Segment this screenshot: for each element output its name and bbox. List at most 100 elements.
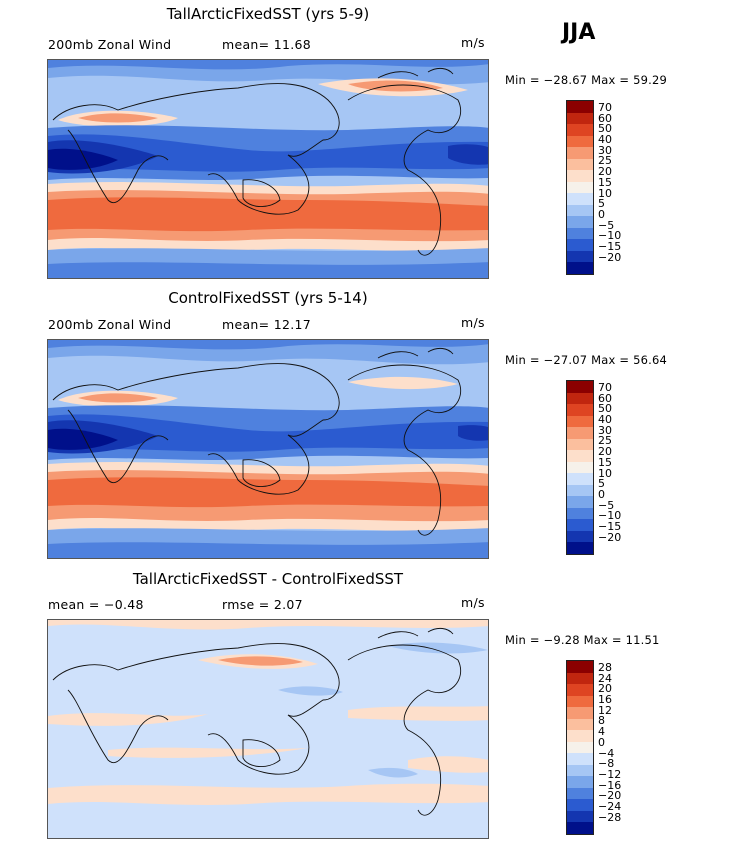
colorbar-tick-label: 25 xyxy=(598,154,612,168)
colorbar-swatch xyxy=(567,484,593,496)
panel2-mean: mean= 12.17 xyxy=(222,317,311,332)
panel2-title: ControlFixedSST (yrs 5-14) xyxy=(168,289,368,307)
panel2-minmax: Min = −27.07 Max = 56.64 xyxy=(505,353,668,367)
colorbar-tick-label: −10 xyxy=(598,229,622,243)
colorbar-swatch xyxy=(567,170,593,182)
colorbar-tick-label: −16 xyxy=(598,778,622,792)
colorbar-tick-label: 8 xyxy=(598,714,605,728)
colorbar-tick-label: 20 xyxy=(598,165,612,179)
colorbar-swatch xyxy=(567,239,593,251)
colorbar-tick-label: 24 xyxy=(598,671,612,685)
colorbar-tick-label: −12 xyxy=(598,767,622,781)
colorbar-tick-label: 70 xyxy=(598,101,612,114)
colorbar-swatch xyxy=(567,672,593,684)
colorbar-tick-label: 4 xyxy=(598,725,605,739)
colorbar-tick-label: 28 xyxy=(598,661,612,674)
colorbar-tick-label: 40 xyxy=(598,413,612,427)
colorbar-swatch xyxy=(567,158,593,170)
colorbar-swatch xyxy=(567,473,593,485)
colorbar-swatch xyxy=(567,427,593,439)
colorbar-tick-label: −24 xyxy=(598,799,622,813)
colorbar-tick-label: 50 xyxy=(598,402,612,416)
panel3-map xyxy=(47,619,489,839)
panel3-title: TallArcticFixedSST - ControlFixedSST xyxy=(132,570,404,588)
colorbar-swatch xyxy=(567,764,593,776)
panel1-colorbar xyxy=(566,100,594,275)
panel2-colorbar-labels: 70 60 50 40 30 25 20 15 10 5 0 −5 −10 −15 −20 xyxy=(598,381,622,543)
colorbar-tick-label: 5 xyxy=(598,197,605,211)
colorbar-swatch xyxy=(567,822,593,834)
panel1-title: TallArcticFixedSST (yrs 5-9) xyxy=(166,5,370,23)
colorbar-swatch xyxy=(567,461,593,473)
colorbar-swatch xyxy=(567,507,593,519)
colorbar-tick-label: 70 xyxy=(598,381,612,394)
colorbar-tick-label: −15 xyxy=(598,239,622,253)
colorbar-tick-label: 30 xyxy=(598,143,612,157)
colorbar-swatch xyxy=(567,101,593,113)
colorbar-swatch xyxy=(567,496,593,508)
panel2-field-label: 200mb Zonal Wind xyxy=(48,317,172,332)
colorbar-tick-label: −5 xyxy=(598,218,615,232)
colorbar-swatch xyxy=(567,112,593,124)
colorbar-swatch xyxy=(567,776,593,788)
panel3-colorbar xyxy=(566,660,594,835)
season-label: JJA xyxy=(562,20,596,45)
panel1-units: m/s xyxy=(461,35,485,50)
panel3-colorbar-labels: 28 24 20 16 12 8 4 0 −4 −8 −12 −16 −20 −24 −28 xyxy=(598,661,622,824)
colorbar-swatch xyxy=(567,810,593,822)
colorbar-swatch xyxy=(567,262,593,274)
panel3-rmse: rmse = 2.07 xyxy=(222,597,303,612)
colorbar-tick-label: 20 xyxy=(598,682,612,696)
colorbar-swatch xyxy=(567,718,593,730)
colorbar-tick-label: −28 xyxy=(598,810,622,824)
colorbar-swatch xyxy=(567,415,593,427)
colorbar-swatch xyxy=(567,684,593,696)
colorbar-swatch xyxy=(567,438,593,450)
colorbar-tick-label: 0 xyxy=(598,207,605,221)
colorbar-tick-label: 40 xyxy=(598,133,612,147)
colorbar-swatch xyxy=(567,787,593,799)
colorbar-tick-label: −20 xyxy=(598,789,622,803)
panel3-mean: mean = −0.48 xyxy=(48,597,144,612)
colorbar-swatch xyxy=(567,753,593,765)
colorbar-swatch xyxy=(567,799,593,811)
panel1-minmax: Min = −28.67 Max = 59.29 xyxy=(505,73,668,87)
panel2-units: m/s xyxy=(461,315,485,330)
colorbar-tick-label: 15 xyxy=(598,175,612,189)
colorbar-swatch xyxy=(567,404,593,416)
colorbar-tick-label: −10 xyxy=(598,509,622,523)
colorbar-swatch xyxy=(567,519,593,531)
colorbar-swatch xyxy=(567,124,593,136)
panel1-mean: mean= 11.68 xyxy=(222,37,311,52)
colorbar-tick-label: 30 xyxy=(598,423,612,437)
colorbar-swatch xyxy=(567,530,593,542)
colorbar-swatch xyxy=(567,227,593,239)
panel3-minmax: Min = −9.28 Max = 11.51 xyxy=(505,633,660,647)
colorbar-tick-label: 60 xyxy=(598,111,612,125)
panel3-units: m/s xyxy=(461,595,485,610)
colorbar-swatch xyxy=(567,707,593,719)
colorbar-swatch xyxy=(567,661,593,673)
colorbar-swatch xyxy=(567,730,593,742)
colorbar-tick-label: 25 xyxy=(598,434,612,448)
colorbar-swatch xyxy=(567,542,593,554)
colorbar-swatch xyxy=(567,695,593,707)
colorbar-swatch xyxy=(567,181,593,193)
panel2-map xyxy=(47,339,489,559)
colorbar-tick-label: 0 xyxy=(598,487,605,501)
panel1-colorbar-labels: 70 60 50 40 30 25 20 15 10 5 0 −5 −10 −15 −20 xyxy=(598,101,622,264)
panel2-colorbar xyxy=(566,380,594,555)
colorbar-tick-label: −4 xyxy=(598,746,615,760)
colorbar-tick-label: −20 xyxy=(598,250,622,264)
panel1-field-label: 200mb Zonal Wind xyxy=(48,37,172,52)
panel1-map xyxy=(47,59,489,279)
colorbar-swatch xyxy=(567,193,593,205)
colorbar-swatch xyxy=(567,204,593,216)
colorbar-swatch xyxy=(567,135,593,147)
colorbar-swatch xyxy=(567,741,593,753)
colorbar-tick-label: −5 xyxy=(598,498,615,512)
colorbar-tick-label: 60 xyxy=(598,391,612,405)
colorbar-swatch xyxy=(567,381,593,393)
colorbar-tick-label: 16 xyxy=(598,693,612,707)
colorbar-tick-label: 20 xyxy=(598,445,612,459)
